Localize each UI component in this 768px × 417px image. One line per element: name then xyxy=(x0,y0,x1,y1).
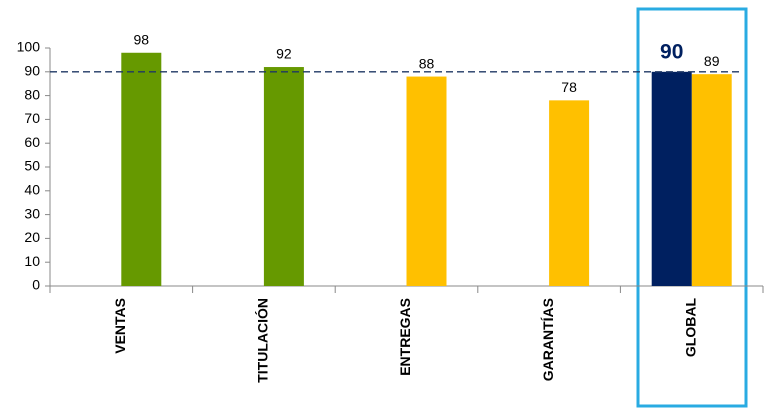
y-tick-label: 100 xyxy=(17,39,41,55)
value-label: 89 xyxy=(704,53,720,69)
x-tick-label: GARANTÍAS xyxy=(540,298,556,381)
y-tick-label: 90 xyxy=(24,63,40,79)
y-tick-label: 0 xyxy=(32,277,40,293)
y-tick-label: 50 xyxy=(24,158,40,174)
x-tick-label: TITULACIÓN xyxy=(254,298,271,383)
bar xyxy=(121,52,162,287)
x-tick-label: GLOBAL xyxy=(682,298,698,358)
x-tick-label: ENTREGAS xyxy=(397,298,413,376)
value-label: 78 xyxy=(561,79,577,95)
highlight-box xyxy=(636,7,748,408)
y-tick-label: 60 xyxy=(24,134,40,150)
y-tick-label: 40 xyxy=(24,182,40,198)
bar xyxy=(549,100,590,286)
y-tick-label: 80 xyxy=(24,86,40,102)
x-tick-label: VENTAS xyxy=(112,298,128,354)
y-tick-label: 30 xyxy=(24,205,40,221)
value-label: 88 xyxy=(419,55,435,71)
y-tick-label: 70 xyxy=(24,110,40,126)
bar xyxy=(263,67,304,286)
value-label: 98 xyxy=(134,31,150,47)
bar xyxy=(691,74,732,287)
y-tick-label: 10 xyxy=(24,253,40,269)
value-label: 92 xyxy=(276,46,292,62)
y-tick-label: 20 xyxy=(24,229,40,245)
target-bar xyxy=(651,71,692,286)
target-label: 90 xyxy=(660,40,683,63)
bar xyxy=(406,76,447,286)
